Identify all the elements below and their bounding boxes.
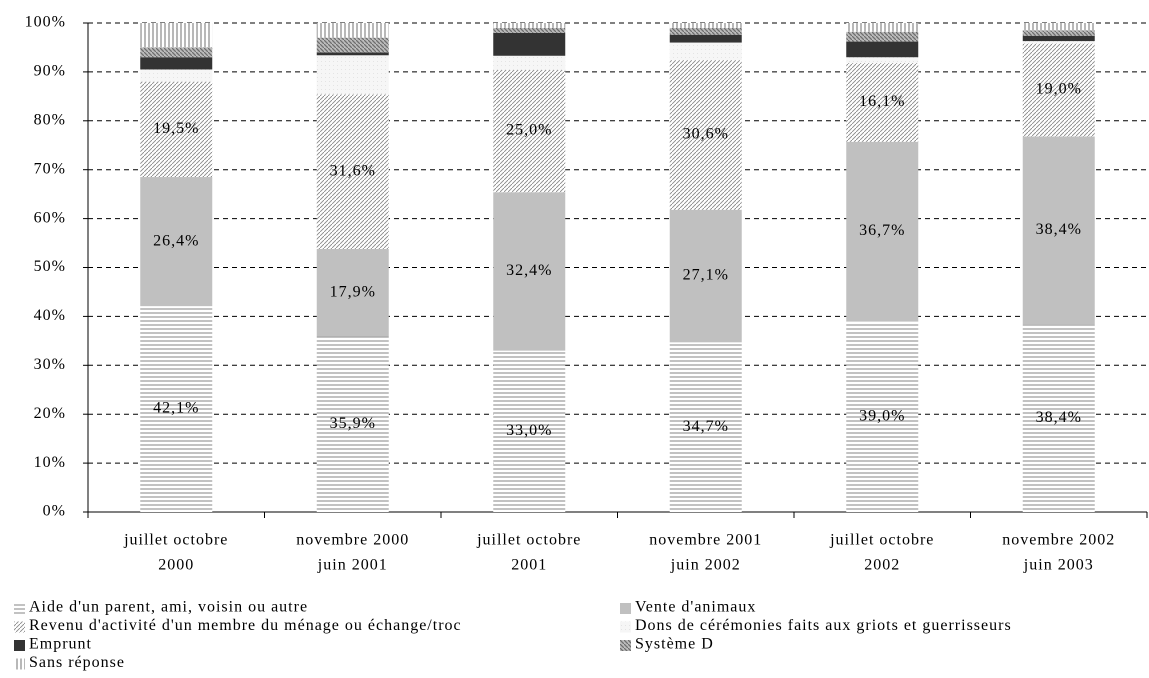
bar-segment — [669, 23, 742, 28]
bar-segment — [1022, 30, 1095, 36]
value-label: 34,7% — [683, 418, 729, 435]
bar-segment — [316, 248, 389, 337]
x-tick-label: 2001 — [511, 557, 547, 574]
bar-segment — [1022, 136, 1095, 325]
legend-swatch — [14, 640, 25, 651]
y-tick-label: 80% — [34, 111, 66, 128]
legend-label: Sans réponse — [29, 654, 125, 671]
bar-segment — [846, 31, 919, 42]
bar-segment — [140, 23, 213, 48]
value-label: 17,9% — [330, 283, 376, 300]
y-tick-label: 70% — [34, 160, 66, 177]
legend-label: Aide d'un parent, ami, voisin ou autre — [29, 599, 308, 616]
value-label: 33,0% — [506, 422, 552, 439]
y-tick-label: 20% — [34, 405, 66, 422]
bar-segment — [316, 336, 389, 512]
y-tick-label: 60% — [34, 209, 66, 226]
value-label: 30,6% — [683, 126, 729, 143]
x-tick-label: juillet octobre — [476, 532, 581, 549]
bar-segment — [140, 306, 213, 512]
legend-label: Système D — [635, 636, 714, 653]
y-tick-label: 10% — [34, 454, 66, 471]
x-tick-label: 2000 — [158, 557, 194, 574]
bar-segment — [669, 27, 742, 35]
y-tick-label: 30% — [34, 356, 66, 373]
bar-segment — [1022, 35, 1095, 42]
legend-label: Revenu d'activité d'un membre du ménage … — [29, 617, 462, 634]
x-tick-label: juillet octobre — [123, 532, 228, 549]
legend-swatch — [14, 658, 25, 670]
legend-swatch — [14, 603, 25, 614]
y-tick-label: 40% — [34, 307, 66, 324]
bar-segment — [316, 94, 389, 249]
value-label: 42,1% — [153, 400, 199, 417]
value-label: 19,5% — [153, 120, 199, 137]
bar-segment — [669, 34, 742, 43]
legend-label: Vente d'animaux — [635, 599, 756, 616]
bar-segment — [846, 321, 919, 512]
y-tick-label: 100% — [25, 14, 66, 31]
bar-segment — [316, 37, 389, 53]
bar-segment — [669, 209, 742, 343]
legend-swatch — [620, 621, 631, 633]
bar-segment — [846, 57, 919, 64]
value-label: 35,9% — [330, 415, 376, 432]
bar-segment — [1022, 23, 1095, 31]
bar-segment — [140, 57, 213, 70]
x-tick-label: novembre 2002 — [1002, 532, 1115, 549]
bar-segment — [846, 141, 919, 322]
y-tick-label: 90% — [34, 63, 66, 80]
legend-label: Emprunt — [29, 636, 92, 653]
bar-segment — [1022, 324, 1095, 512]
x-tick-label: novembre 2000 — [296, 532, 409, 549]
bar-segment — [493, 32, 566, 56]
value-label: 19,0% — [1036, 81, 1082, 98]
x-tick-label: juillet octobre — [829, 532, 934, 549]
value-label: 38,4% — [1036, 221, 1082, 238]
x-tick-label: juin 2002 — [670, 557, 741, 574]
value-label: 25,0% — [506, 122, 552, 139]
legend-swatch — [620, 603, 631, 614]
value-label: 16,1% — [859, 93, 905, 110]
bar-segment — [140, 47, 213, 58]
x-tick-label: juin 2001 — [317, 557, 388, 574]
bar-segment — [140, 81, 213, 178]
value-label: 32,4% — [506, 262, 552, 279]
bar-segment — [140, 177, 213, 307]
x-tick-label: novembre 2001 — [649, 532, 762, 549]
bar-segment — [316, 55, 389, 95]
bar-segment — [669, 342, 742, 512]
value-label: 26,4% — [153, 232, 199, 249]
bar-segment — [669, 42, 742, 61]
bar-segment — [1022, 43, 1095, 137]
bar-segment — [316, 23, 389, 38]
legend-swatch — [620, 640, 631, 651]
legend-label: Dons de cérémonies faits aux griots et g… — [635, 617, 1012, 634]
y-tick-label: 0% — [43, 503, 66, 520]
bar-segment — [1022, 41, 1095, 44]
bar-segment — [669, 60, 742, 210]
bar-segment — [493, 192, 566, 351]
bar-segment — [493, 27, 566, 33]
value-label: 27,1% — [683, 267, 729, 284]
x-tick-label: 2002 — [864, 557, 900, 574]
x-tick-label: juin 2003 — [1023, 557, 1094, 574]
bar-segment — [140, 69, 213, 82]
value-label: 31,6% — [330, 162, 376, 179]
bar-segment — [316, 52, 389, 56]
y-tick-label: 50% — [34, 258, 66, 275]
bar-segment — [846, 41, 919, 58]
bar-segment — [493, 23, 566, 28]
bar-segment — [493, 350, 566, 512]
bar-segment — [846, 63, 919, 142]
bar-segment — [493, 69, 566, 193]
value-label: 38,4% — [1036, 409, 1082, 426]
value-label: 36,7% — [859, 222, 905, 239]
bar-segment — [493, 55, 566, 70]
value-label: 39,0% — [859, 407, 905, 424]
legend-swatch — [14, 621, 25, 633]
bar-segment — [846, 23, 919, 32]
